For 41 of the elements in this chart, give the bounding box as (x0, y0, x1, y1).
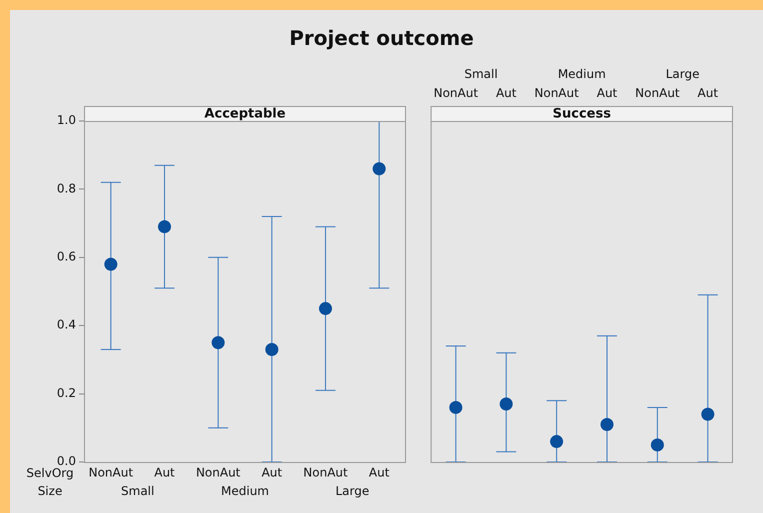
x-tick-label: NonAut (434, 86, 478, 100)
x-tick-label: NonAut (196, 465, 241, 480)
point (500, 398, 513, 411)
chart-title: Project outcome (288, 26, 475, 50)
y-tick-label: 0.0 (56, 454, 76, 468)
text: Medium (221, 484, 269, 498)
point (104, 258, 118, 271)
x-tick-label: NonAut (534, 86, 580, 100)
y-tick-label: 0.8 (56, 181, 76, 196)
point (319, 302, 332, 316)
x-tick-label: NonAut (88, 465, 134, 480)
point (550, 435, 564, 448)
chart-subtitle: Success (552, 106, 612, 122)
x-tick-label: NonAut (303, 465, 348, 480)
point (158, 220, 171, 234)
x-tick-label: Aut (698, 86, 718, 100)
text: Large (666, 67, 700, 82)
point (600, 418, 614, 431)
y-tick-label: 0.2 (56, 386, 76, 400)
chart-subtitle: Acceptable (204, 106, 286, 122)
y-tick-label: 0.6 (56, 250, 76, 264)
text: SelvOrg (26, 466, 74, 480)
x-tick-label: Aut (496, 86, 517, 100)
x-tick-label: Aut (368, 465, 390, 480)
point (372, 162, 386, 176)
text: Large (335, 484, 370, 498)
x-tick-label: Aut (154, 465, 176, 480)
point (212, 336, 225, 350)
point (265, 342, 278, 356)
y-tick-label: 0.4 (56, 318, 76, 332)
x-tick-label: NonAut (635, 86, 680, 100)
text: Small (121, 484, 154, 498)
y-tick-label: 1.0 (56, 113, 76, 128)
text: Size (38, 484, 62, 498)
x-tick-label: Aut (596, 86, 618, 100)
point (449, 400, 462, 414)
point (701, 408, 714, 421)
x-tick-label: Aut (262, 465, 282, 480)
point (650, 438, 664, 452)
text: Small (464, 67, 498, 82)
text: Medium (558, 67, 606, 82)
